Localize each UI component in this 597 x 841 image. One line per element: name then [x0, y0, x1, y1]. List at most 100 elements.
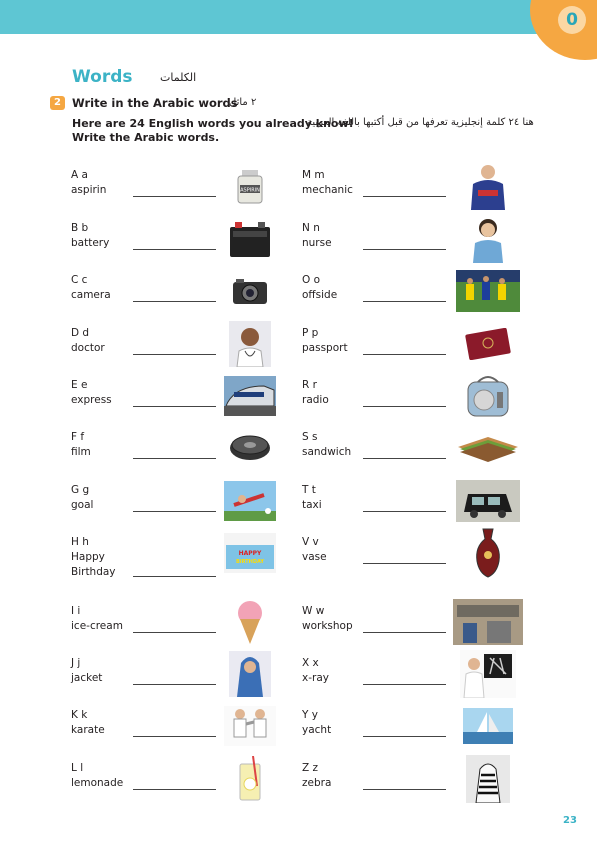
instruction-arabic: هنا ٢٤ كلمة إنجليزية تعرفها من قبل أكتبه… [307, 117, 534, 128]
answer-line[interactable] [363, 249, 446, 250]
workshop-icon [453, 599, 523, 649]
camera-icon [230, 273, 270, 313]
film-reel-icon [227, 430, 273, 470]
taxi-icon [456, 480, 520, 526]
vocab-letter: V v [302, 536, 319, 548]
vocab-letter: G g [71, 484, 90, 496]
answer-line[interactable] [363, 789, 446, 790]
vocab-item: I i ice-cream [71, 604, 131, 634]
nurse-icon [467, 215, 509, 267]
vocab-item: T t taxi [302, 483, 362, 513]
vocab-word: aspirin [71, 184, 107, 196]
instruction-line-2: Write the Arabic words. [72, 131, 220, 144]
svg-text:HAPPY: HAPPY [239, 550, 262, 557]
vocab-item: J j jacket [71, 656, 131, 686]
vocab-item: A a aspirin [71, 168, 131, 198]
vocab-word: sandwich [302, 446, 352, 458]
vocab-letter: A a [71, 169, 88, 181]
vocab-letter: Y y [302, 709, 318, 721]
passport-icon [463, 327, 513, 364]
yacht-icon [463, 708, 513, 748]
vocab-item: R r radio [302, 378, 362, 408]
answer-line[interactable] [363, 196, 446, 197]
vocab-word: passport [302, 342, 348, 354]
lemonade-glass-icon [235, 755, 265, 806]
jacket-icon [229, 651, 271, 701]
vocab-letter: C c [71, 274, 88, 286]
vocab-letter: N n [302, 222, 320, 234]
vocab-word: karate [71, 724, 105, 736]
vocab-letter: D d [71, 327, 90, 339]
unit-number-badge: 0 [558, 6, 586, 34]
vocab-item: P p passport [302, 326, 362, 356]
vocab-word: x-ray [302, 672, 329, 684]
svg-text:BIRTHDAY: BIRTHDAY [236, 559, 264, 565]
answer-line[interactable] [363, 632, 446, 633]
vocab-word: express [71, 394, 112, 406]
answer-line[interactable] [363, 684, 446, 685]
vocab-item: D d doctor [71, 326, 131, 356]
answer-line[interactable] [133, 632, 216, 633]
page-number: 23 [563, 815, 577, 826]
answer-line[interactable] [363, 354, 446, 355]
vocab-item: K k karate [71, 708, 131, 738]
answer-line[interactable] [133, 354, 216, 355]
answer-line[interactable] [363, 301, 446, 302]
vocab-word: goal [71, 499, 94, 511]
karate-icon [224, 706, 276, 750]
section-title: Words [72, 67, 133, 87]
vocab-word: camera [71, 289, 111, 301]
vocab-letter: I i [71, 605, 81, 617]
express-train-icon [224, 376, 276, 420]
birthday-cake-icon: HAPPY BIRTHDAY [224, 533, 276, 577]
vocab-letter: P p [302, 327, 319, 339]
section-title-arabic: الكلمات [160, 71, 197, 84]
vocab-letter: L l [71, 762, 84, 774]
answer-line[interactable] [363, 736, 446, 737]
answer-line[interactable] [133, 736, 216, 737]
top-banner [0, 0, 597, 34]
vocab-letter: O o [302, 274, 321, 286]
vocab-item: V v vase [302, 535, 362, 565]
answer-line[interactable] [133, 684, 216, 685]
answer-line[interactable] [363, 563, 446, 564]
vocab-word: jacket [71, 672, 103, 684]
mechanic-icon [465, 162, 511, 214]
vocab-word: radio [302, 394, 329, 406]
answer-line[interactable] [363, 458, 446, 459]
vocab-item: E e express [71, 378, 131, 408]
vocab-letter: B b [71, 222, 89, 234]
vocab-letter: S s [302, 431, 318, 443]
goal-kick-icon [224, 481, 276, 525]
vocab-letter: T t [302, 484, 316, 496]
answer-line[interactable] [133, 458, 216, 459]
instruction-line-1: Here are 24 English words you already kn… [72, 117, 354, 130]
vocab-item: O o offside [302, 273, 362, 303]
answer-line[interactable] [133, 789, 216, 790]
exercise-title: Write in the Arabic words [72, 96, 238, 110]
vocab-item: N n nurse [302, 221, 362, 251]
answer-line[interactable] [363, 511, 446, 512]
answer-line[interactable] [133, 576, 216, 577]
answer-line[interactable] [133, 511, 216, 512]
vocab-word: mechanic [302, 184, 353, 196]
answer-line[interactable] [133, 249, 216, 250]
answer-line[interactable] [133, 406, 216, 407]
vocab-word: ice-cream [71, 620, 123, 632]
vocab-word: battery [71, 237, 110, 249]
vocab-letter: J j [71, 657, 81, 669]
vocab-item: F f film [71, 430, 131, 460]
vocab-item: W w workshop [302, 604, 362, 634]
vocab-letter: H h [71, 536, 89, 548]
answer-line[interactable] [363, 406, 446, 407]
vocab-word: Happy Birthday [71, 551, 116, 578]
vocab-word: workshop [302, 620, 353, 632]
vocab-word: film [71, 446, 91, 458]
vocab-letter: W w [302, 605, 325, 617]
vocab-letter: E e [71, 379, 88, 391]
exercise-number-badge: 2 [50, 96, 65, 110]
answer-line[interactable] [133, 196, 216, 197]
vocab-word: lemonade [71, 777, 124, 789]
vocab-letter: M m [302, 169, 325, 181]
answer-line[interactable] [133, 301, 216, 302]
